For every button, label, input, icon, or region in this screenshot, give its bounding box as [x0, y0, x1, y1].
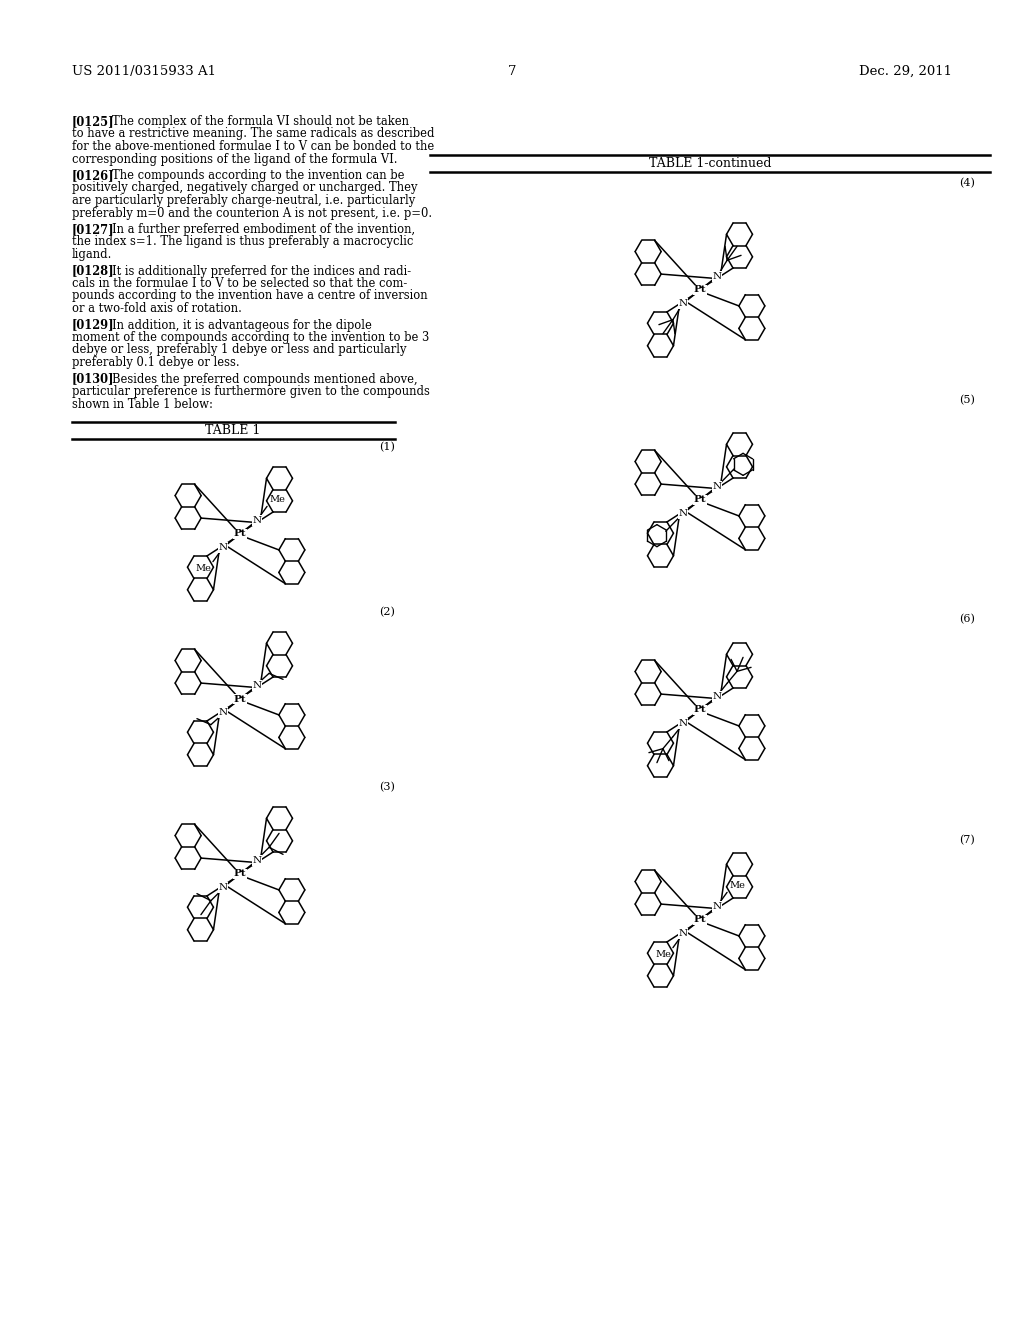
Text: ligand.: ligand.	[72, 248, 113, 261]
Text: (5): (5)	[959, 395, 975, 405]
Text: N: N	[678, 929, 687, 939]
Text: (4): (4)	[959, 178, 975, 189]
Text: TABLE 1-continued: TABLE 1-continued	[649, 157, 771, 170]
Text: In a further preferred embodiment of the invention,: In a further preferred embodiment of the…	[112, 223, 415, 236]
Text: (6): (6)	[959, 614, 975, 624]
Text: Me: Me	[269, 495, 285, 504]
Text: (1): (1)	[379, 442, 395, 453]
Text: Pt: Pt	[233, 529, 247, 539]
Text: N: N	[713, 902, 722, 911]
Text: N: N	[713, 482, 722, 491]
Text: positively charged, negatively charged or uncharged. They: positively charged, negatively charged o…	[72, 181, 418, 194]
Text: preferably m=0 and the counterion A is not present, i.e. p=0.: preferably m=0 and the counterion A is n…	[72, 206, 432, 219]
Text: The compounds according to the invention can be: The compounds according to the invention…	[112, 169, 404, 182]
Text: [0127]: [0127]	[72, 223, 115, 236]
Text: Pt: Pt	[233, 870, 247, 879]
Text: N: N	[253, 681, 261, 690]
Text: to have a restrictive meaning. The same radicals as described: to have a restrictive meaning. The same …	[72, 128, 434, 140]
Text: Pt: Pt	[693, 916, 707, 924]
Text: US 2011/0315933 A1: US 2011/0315933 A1	[72, 65, 216, 78]
Text: Besides the preferred compounds mentioned above,: Besides the preferred compounds mentione…	[112, 372, 418, 385]
Text: (2): (2)	[379, 607, 395, 618]
Text: Me: Me	[655, 949, 671, 958]
Text: Pt: Pt	[693, 495, 707, 504]
Text: for the above-mentioned formulae I to V can be bonded to the: for the above-mentioned formulae I to V …	[72, 140, 434, 153]
Text: TABLE 1: TABLE 1	[206, 424, 261, 437]
Text: Dec. 29, 2011: Dec. 29, 2011	[859, 65, 952, 78]
Text: In addition, it is advantageous for the dipole: In addition, it is advantageous for the …	[112, 318, 372, 331]
Text: [0128]: [0128]	[72, 264, 115, 277]
Text: cals in the formulae I to V to be selected so that the com-: cals in the formulae I to V to be select…	[72, 277, 408, 290]
Text: Pt: Pt	[693, 705, 707, 714]
Text: [0126]: [0126]	[72, 169, 115, 182]
Text: N: N	[218, 543, 227, 552]
Text: The complex of the formula VI should not be taken: The complex of the formula VI should not…	[112, 115, 409, 128]
Text: [0125]: [0125]	[72, 115, 115, 128]
Text: shown in Table 1 below:: shown in Table 1 below:	[72, 397, 213, 411]
Text: the index s=1. The ligand is thus preferably a macrocyclic: the index s=1. The ligand is thus prefer…	[72, 235, 414, 248]
Text: N: N	[253, 855, 261, 865]
Text: pounds according to the invention have a centre of inversion: pounds according to the invention have a…	[72, 289, 428, 302]
Text: N: N	[678, 510, 687, 519]
Text: N: N	[253, 516, 261, 525]
Text: debye or less, preferably 1 debye or less and particularly: debye or less, preferably 1 debye or les…	[72, 343, 407, 356]
Text: [0129]: [0129]	[72, 318, 115, 331]
Text: preferably 0.1 debye or less.: preferably 0.1 debye or less.	[72, 356, 240, 370]
Text: (7): (7)	[959, 836, 975, 845]
Text: N: N	[218, 708, 227, 717]
Text: Me: Me	[729, 882, 744, 891]
Text: N: N	[678, 719, 687, 729]
Text: (3): (3)	[379, 781, 395, 792]
Text: It is additionally preferred for the indices and radi-: It is additionally preferred for the ind…	[112, 264, 411, 277]
Text: particular preference is furthermore given to the compounds: particular preference is furthermore giv…	[72, 385, 430, 399]
Text: N: N	[678, 300, 687, 308]
Text: moment of the compounds according to the invention to be 3: moment of the compounds according to the…	[72, 331, 429, 345]
Text: are particularly preferably charge-neutral, i.e. particularly: are particularly preferably charge-neutr…	[72, 194, 416, 207]
Text: N: N	[713, 272, 722, 281]
Text: corresponding positions of the ligand of the formula VI.: corresponding positions of the ligand of…	[72, 153, 397, 165]
Text: 7: 7	[508, 65, 516, 78]
Text: Pt: Pt	[693, 285, 707, 294]
Text: [0130]: [0130]	[72, 372, 115, 385]
Text: Pt: Pt	[233, 694, 247, 704]
Text: N: N	[713, 692, 722, 701]
Text: N: N	[218, 883, 227, 892]
Text: Me: Me	[195, 564, 211, 573]
Text: or a two-fold axis of rotation.: or a two-fold axis of rotation.	[72, 302, 242, 315]
